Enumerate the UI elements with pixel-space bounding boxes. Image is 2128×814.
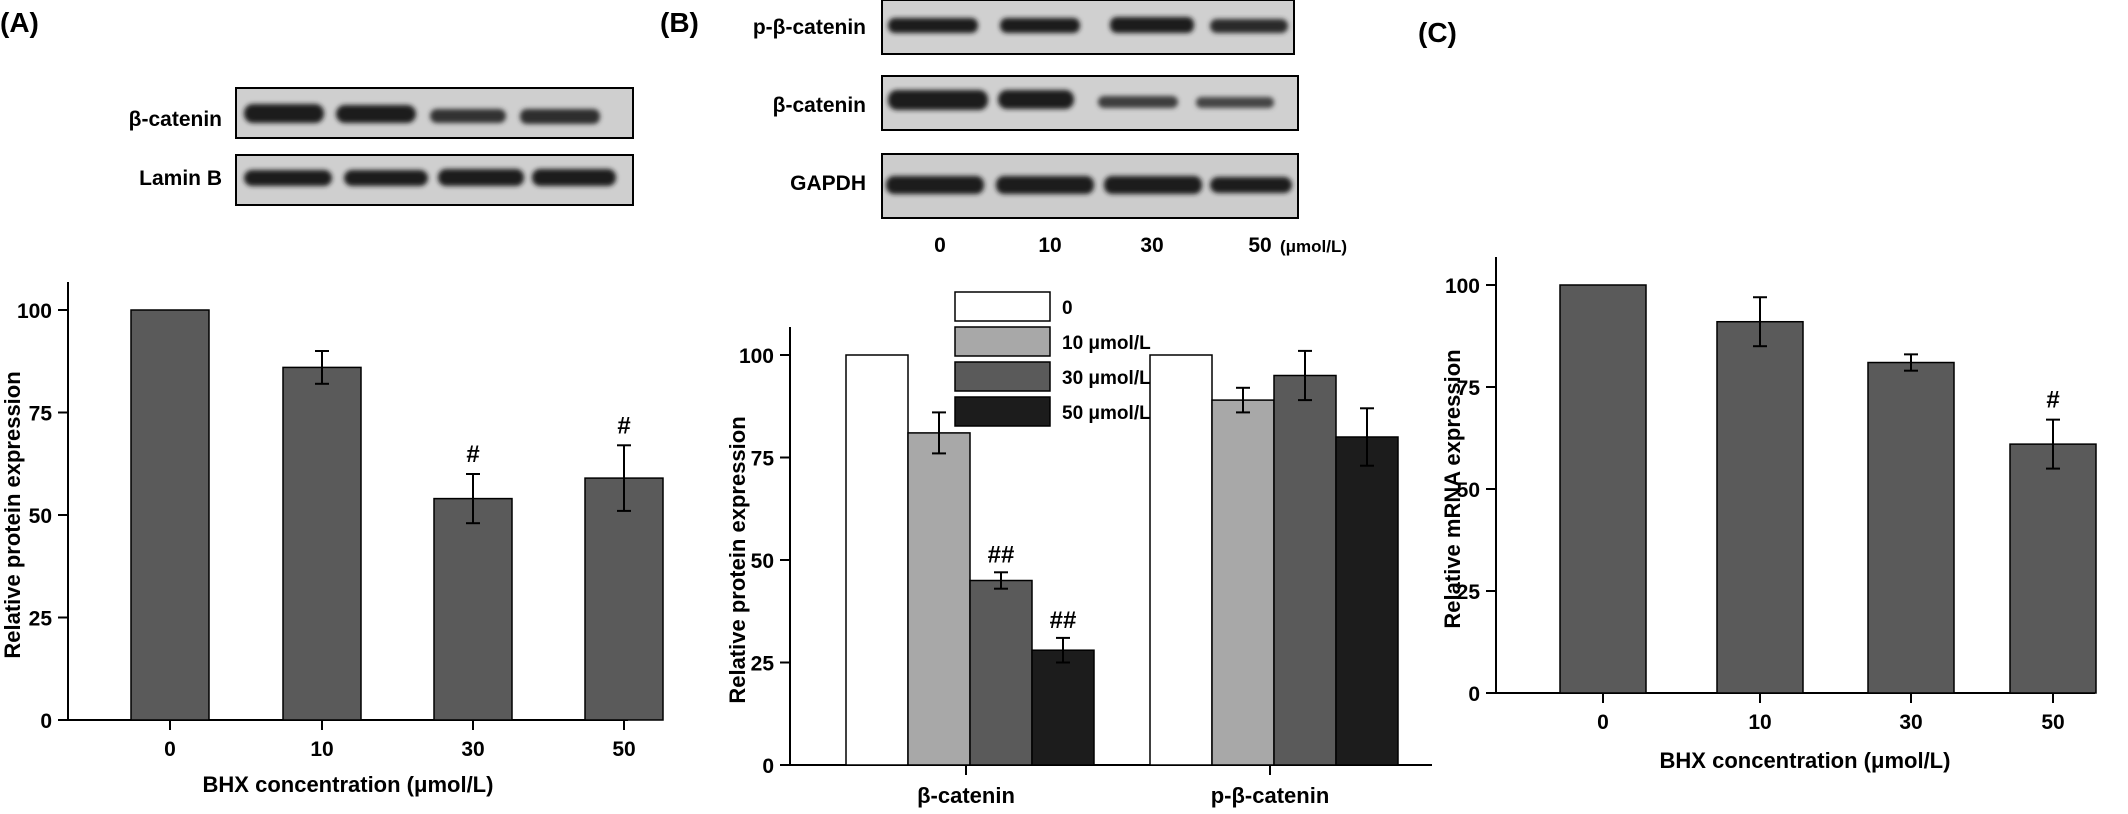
bar <box>2009 443 2097 694</box>
blot-band <box>1104 176 1202 194</box>
y-tick-label: 50 <box>751 550 774 573</box>
blot-band <box>336 105 416 123</box>
blot-band <box>886 176 984 194</box>
blot-band <box>244 170 332 186</box>
blot-band <box>438 169 524 186</box>
x-tick-label: 30 <box>1899 711 1922 734</box>
bar <box>584 477 664 721</box>
bar <box>1716 320 1804 694</box>
bar <box>1867 361 1955 694</box>
lane-label: 0 <box>934 234 946 257</box>
y-tick-label: 50 <box>1457 479 1480 502</box>
blot-band <box>1210 177 1292 193</box>
x-tick-label: 0 <box>1597 711 1609 734</box>
y-axis-label: Relative protein expression <box>725 416 750 703</box>
y-tick-label: 100 <box>1445 275 1480 298</box>
bar <box>1031 649 1095 766</box>
blot-band <box>1210 19 1288 33</box>
bar <box>433 497 513 721</box>
bar <box>130 309 210 721</box>
blot-band <box>532 169 616 186</box>
lane-label: 50 <box>1248 234 1271 257</box>
x-tick-label: 50 <box>2041 711 2064 734</box>
significance-mark: ## <box>1050 607 1077 634</box>
panel-b-letter: (B) <box>660 7 699 38</box>
y-tick-label: 100 <box>739 345 774 368</box>
bar <box>1149 354 1213 766</box>
legend-swatch <box>954 326 1051 357</box>
blot-band <box>244 104 324 123</box>
bar <box>1273 374 1337 766</box>
chart-c: 0 25 50 75 100 Relative mRNA expression 0 10 30 5… <box>1440 257 2097 773</box>
y-tick-label: 25 <box>751 653 775 676</box>
legend-label: 50 μmol/L <box>1062 403 1151 424</box>
significance-mark: ## <box>988 541 1015 568</box>
blot-band <box>1110 17 1194 33</box>
legend-swatch <box>954 291 1051 322</box>
bar <box>907 432 971 766</box>
legend-label: 0 <box>1062 298 1073 319</box>
blot-band <box>1000 18 1080 33</box>
lane-label: 30 <box>1140 234 1163 257</box>
significance-mark: # <box>617 412 630 439</box>
blot-band <box>998 90 1074 109</box>
significance-mark: # <box>2046 387 2059 414</box>
chart-a: 0 25 50 75 100 Relative protein expression 0 10… <box>0 282 664 797</box>
y-tick-label: 25 <box>1457 581 1481 604</box>
x-tick-label: β-catenin <box>917 783 1015 808</box>
blot-band <box>996 176 1094 194</box>
panel-a-blot: β-catenin Lamin B <box>129 87 634 206</box>
bar <box>1211 399 1275 766</box>
y-tick-label: 0 <box>40 710 52 733</box>
x-tick-label: p-β-catenin <box>1211 783 1330 808</box>
legend-label: 10 μmol/L <box>1062 333 1151 354</box>
bar <box>845 354 909 766</box>
blot-band <box>888 18 978 33</box>
y-tick-label: 25 <box>29 608 53 631</box>
blot-label-gapdh: GAPDH <box>790 172 866 195</box>
blot-band <box>888 90 988 110</box>
y-tick-label: 0 <box>1468 683 1480 706</box>
legend-label: 30 μmol/L <box>1062 368 1151 389</box>
panel-c-letter: (C) <box>1418 17 1457 48</box>
y-axis-label: Relative mRNA expression <box>1440 349 1465 628</box>
panel-b-blot: p-β-catenin β-catenin GAPDH 0 10 30 50 (… <box>753 0 1347 257</box>
bar <box>969 579 1033 766</box>
blot-label-lamin-b: Lamin B <box>139 167 222 190</box>
bar <box>1559 284 1647 694</box>
y-tick-label: 100 <box>17 300 52 323</box>
significance-mark: # <box>466 441 479 468</box>
y-tick-label: 75 <box>751 448 775 471</box>
y-tick-label: 50 <box>29 505 52 528</box>
x-tick-label: 10 <box>310 738 333 761</box>
y-tick-label: 0 <box>762 755 774 778</box>
x-axis-label: BHX concentration (μmol/L) <box>203 772 494 797</box>
blot-label-beta-catenin: β-catenin <box>773 94 866 117</box>
legend-swatch <box>954 396 1051 427</box>
legend-swatch <box>954 361 1051 392</box>
blot-band <box>520 109 600 124</box>
y-axis-label: Relative protein expression <box>0 371 25 658</box>
blot-band <box>344 170 428 186</box>
y-tick-label: 75 <box>1457 377 1481 400</box>
x-tick-label: 0 <box>164 738 176 761</box>
chart-b: 0 25 50 75 100 Relative protein expression ## #… <box>725 291 1432 808</box>
blot-band <box>1098 96 1178 108</box>
blot-band <box>1196 97 1274 108</box>
blot-label-beta-catenin: β-catenin <box>129 108 222 131</box>
lane-label: 10 <box>1038 234 1061 257</box>
y-tick-label: 75 <box>29 403 53 426</box>
x-tick-label: 30 <box>461 738 484 761</box>
bar <box>282 366 362 721</box>
x-axis-label: BHX concentration (μmol/L) <box>1660 748 1951 773</box>
blot-label-p-beta-catenin: p-β-catenin <box>753 16 866 39</box>
x-tick-label: 50 <box>612 738 635 761</box>
blot-band <box>430 109 506 123</box>
bar <box>1335 436 1399 766</box>
lane-unit: (μmol/L) <box>1280 237 1347 256</box>
x-tick-label: 10 <box>1748 711 1771 734</box>
panel-a-letter: (A) <box>0 7 39 38</box>
